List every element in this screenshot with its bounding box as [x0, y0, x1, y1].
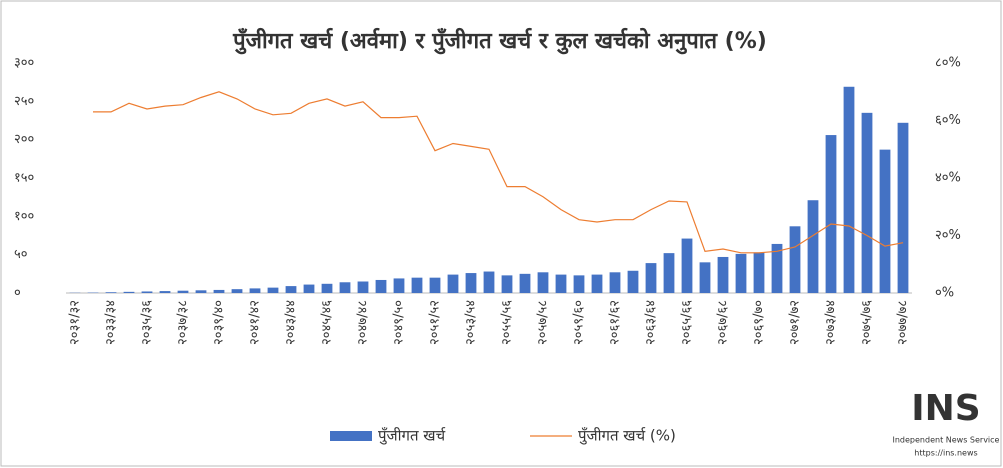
bar	[717, 256, 729, 293]
bar	[447, 274, 459, 293]
watermark-url: https://ins.news	[914, 449, 977, 458]
y-tick-label: ५०	[14, 247, 28, 262]
x-tick-label: २०३५/३६	[140, 300, 155, 345]
y2-tick-label: २०%	[935, 228, 961, 243]
bar	[285, 286, 297, 293]
bar	[501, 275, 513, 293]
x-tick-label: २०६५/६६	[680, 300, 695, 345]
bar	[321, 283, 333, 293]
x-tick-label: २०४३/४४	[284, 300, 299, 345]
bar	[879, 149, 891, 293]
bar	[537, 272, 549, 293]
bar	[393, 278, 405, 293]
x-tick-label: २०७१/७२	[788, 300, 803, 345]
bar	[627, 270, 639, 293]
bar	[141, 291, 153, 293]
y-tick-label: १५०	[14, 171, 34, 186]
legend-label: पुँजीगत खर्च (%)	[578, 427, 676, 446]
watermark-name: Independent News Service	[893, 436, 1000, 445]
y2-tick-label: ८०%	[935, 56, 961, 71]
x-tick-label: २०७३/७४	[824, 300, 839, 345]
x-tick-label: २०५५/५६	[500, 300, 515, 345]
bar	[771, 243, 783, 293]
bar	[609, 272, 621, 293]
bar	[105, 292, 117, 293]
watermark-logo: INS	[911, 388, 980, 429]
bar	[861, 112, 873, 293]
y2-tick-label: ६०%	[935, 113, 961, 128]
bar	[519, 273, 531, 293]
bar	[735, 253, 747, 293]
bar	[177, 290, 189, 293]
x-tick-label: २०५९/६०	[572, 300, 587, 345]
bar	[429, 277, 441, 293]
bar	[663, 253, 675, 293]
bar	[375, 279, 387, 293]
y-tick-label: ३००	[14, 56, 34, 71]
x-tick-label: २०४७/४८	[356, 300, 371, 345]
watermark: INS Independent News Service https://ins…	[893, 388, 1000, 460]
line	[93, 91, 904, 254]
y-tick-label: ०	[14, 286, 21, 301]
legend-swatch	[330, 431, 372, 441]
x-tick-label: २०३९/४०	[212, 300, 227, 345]
bar	[303, 284, 315, 293]
x-tick-label: २०७५/७६	[860, 300, 875, 345]
bar	[825, 135, 837, 293]
bar	[159, 291, 171, 293]
x-tick-label: २०६९/७०	[752, 300, 767, 345]
x-tick-label: २०३१/३२	[68, 300, 83, 345]
bar	[573, 275, 585, 293]
x-tick-label: २०७७/७८	[896, 300, 911, 345]
bar	[645, 263, 657, 293]
bar	[213, 289, 225, 293]
bar	[357, 281, 369, 293]
y-tick-label: १००	[14, 209, 34, 224]
x-tick-label: २०६३/६४	[644, 300, 659, 345]
bar	[699, 262, 711, 293]
bar	[339, 282, 351, 293]
bar	[753, 252, 765, 293]
bar	[897, 122, 909, 293]
x-tick-label: २०३७/३८	[176, 300, 191, 345]
bar	[267, 287, 279, 293]
x-tick-label: २०६७/६८	[716, 300, 731, 345]
bar	[591, 274, 603, 293]
x-tick-label: २०३३/३४	[104, 300, 119, 345]
bar	[789, 226, 801, 293]
bar	[123, 291, 135, 293]
x-tick-label: २०५७/५८	[536, 300, 551, 345]
y-tick-label: २५०	[14, 94, 34, 109]
bar	[483, 271, 495, 293]
bar	[681, 238, 693, 293]
bar	[465, 273, 477, 293]
x-tick-label: २०४५/४६	[320, 300, 335, 345]
legend-label: पुँजीगत खर्च	[378, 427, 446, 446]
watermark-bg	[893, 388, 999, 460]
x-tick-label: २०४९/५०	[392, 300, 407, 345]
chart-title: पुँजीगत खर्च (अर्वमा) र पुँजीगत खर्च र क…	[232, 27, 767, 55]
x-tick-label: २०६१/६२	[608, 300, 623, 345]
bar	[195, 290, 207, 293]
bar	[807, 200, 819, 293]
x-tick-label: २०५१/५२	[428, 300, 443, 345]
bar	[411, 277, 423, 293]
bar	[843, 86, 855, 294]
y2-tick-label: ०%	[935, 286, 954, 301]
bar	[555, 274, 567, 293]
y2-tick-label: ४०%	[935, 171, 961, 186]
bar	[231, 289, 243, 293]
bar	[249, 288, 261, 293]
y-tick-label: २००	[14, 132, 34, 147]
x-tick-label: २०४१/४२	[248, 300, 263, 345]
x-tick-label: २०५३/५४	[464, 300, 479, 345]
